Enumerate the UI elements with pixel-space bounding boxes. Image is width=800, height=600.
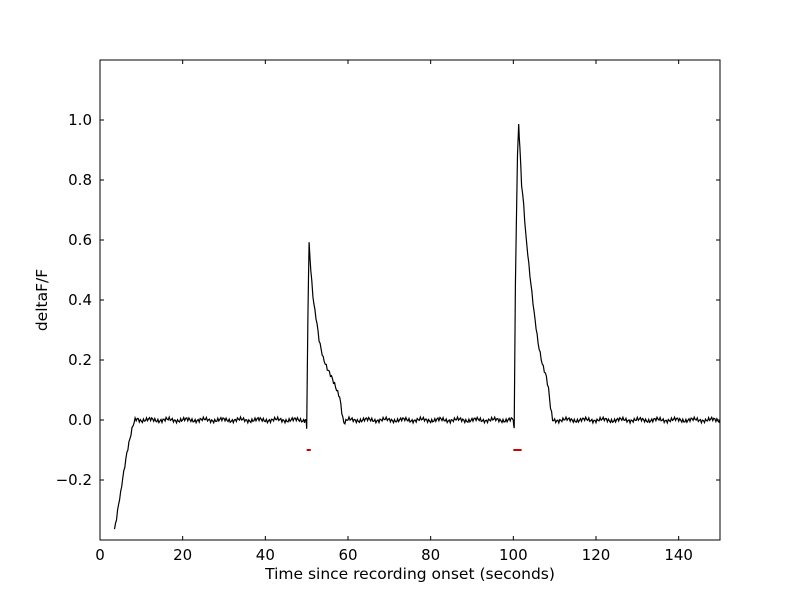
axes-frame — [99, 59, 721, 541]
y-tick-label: 0.2 — [68, 351, 92, 369]
axis-ticks — [99, 60, 720, 540]
y-tick-label: 0.8 — [68, 171, 92, 189]
x-tick-label: 60 — [338, 546, 357, 564]
y-tick-label: −0.2 — [56, 471, 92, 489]
y-tick-label: 0.6 — [68, 231, 92, 249]
y-tick-label: 0.0 — [68, 411, 92, 429]
y-tick-label: 1.0 — [68, 111, 92, 129]
tick-labels: 0 20 40 60 80 100 120 140 −0.2 0.0 0.2 0.4 0.6 0.8 1.0 — [56, 111, 693, 564]
x-tick-label: 20 — [173, 546, 192, 564]
y-axis-label: deltaF/F — [33, 269, 51, 331]
deltaf-trace-line — [113, 123, 720, 530]
x-axis-label: Time since recording onset (seconds) — [264, 565, 555, 583]
x-tick-label: 80 — [421, 546, 440, 564]
x-tick-label: 140 — [664, 546, 693, 564]
x-tick-label: 0 — [95, 546, 105, 564]
plot-area — [113, 123, 720, 530]
x-tick-label: 100 — [499, 546, 528, 564]
x-tick-label: 120 — [582, 546, 611, 564]
y-tick-label: 0.4 — [68, 291, 92, 309]
x-tick-label: 40 — [256, 546, 275, 564]
